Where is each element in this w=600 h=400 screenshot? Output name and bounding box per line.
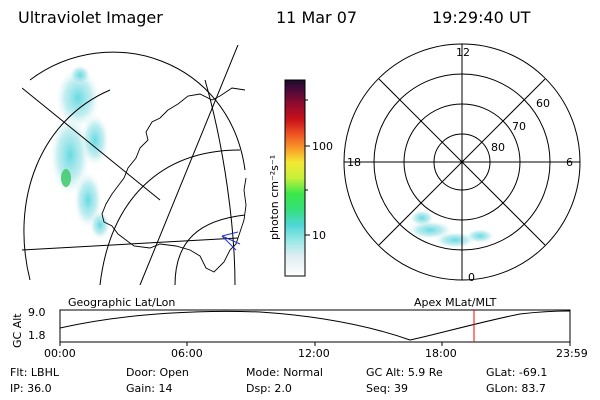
status-glon-label: GLon: <box>486 382 518 395</box>
status-dsp: Dsp: 2.0 <box>246 382 292 395</box>
status-door-value: Open <box>159 366 189 379</box>
status-seq-label: Seq: <box>366 382 391 395</box>
mlt-label-12: 12 <box>456 46 470 59</box>
status-glon: GLon: 83.7 <box>486 382 546 395</box>
map-grid <box>22 45 246 285</box>
status-ip-value: 36.0 <box>27 382 52 395</box>
status-mode-label: Mode: <box>246 366 280 379</box>
colorbar-tick-10: 10 <box>312 229 326 242</box>
mlt-label-0: 0 <box>468 271 475 284</box>
status-gain-label: Gain: <box>126 382 155 395</box>
geographic-map <box>22 45 247 285</box>
status-gain-value: 14 <box>158 382 173 395</box>
pole-marker <box>221 231 241 251</box>
mlt-label-6: 6 <box>566 156 573 169</box>
mlat-label-70: 70 <box>512 120 526 133</box>
status-glat-label: GLat: <box>486 366 516 379</box>
status-glat: GLat: -69.1 <box>486 366 547 379</box>
status-gc-alt: GC Alt: 5.9 Re <box>366 366 443 379</box>
color-bar <box>284 79 310 277</box>
status-door: Door: Open <box>126 366 189 379</box>
timeline-x-tick-0600: 06:00 <box>171 347 203 360</box>
status-filter-value: LBHL <box>30 366 59 379</box>
polar-aurora-emission <box>408 210 494 248</box>
mlt-label-18: 18 <box>347 156 361 169</box>
status-gc-alt-value: 5.9 Re <box>407 366 443 379</box>
timeline-x-tick-1800: 18:00 <box>425 347 457 360</box>
status-dsp-label: Dsp: <box>246 382 271 395</box>
mlat-label-60: 60 <box>536 97 550 110</box>
status-filter: Flt: LBHL <box>10 366 59 379</box>
status-seq-value: 39 <box>393 382 408 395</box>
status-filter-label: Flt: <box>10 366 28 379</box>
mlat-label-80: 80 <box>491 141 505 154</box>
date-label: 11 Mar 07 <box>276 8 358 27</box>
status-mode-value: Normal <box>283 366 323 379</box>
colorbar-units-label: photon cm⁻²s⁻¹ <box>268 154 281 240</box>
timeline-x-tick-0000: 00:00 <box>44 347 76 360</box>
status-ip: IP: 36.0 <box>10 382 52 395</box>
status-seq: Seq: 39 <box>366 382 408 395</box>
status-dsp-value: 2.0 <box>274 382 292 395</box>
instrument-title: Ultraviolet Imager <box>18 8 163 27</box>
apex-caption: Apex MLat/MLT <box>414 296 497 309</box>
status-glat-value: -69.1 <box>518 366 548 379</box>
timeline-x-tick-2359: 23:59 <box>556 347 588 360</box>
map-coastline <box>101 87 247 273</box>
timeline-y-title: GC Alt <box>11 313 24 348</box>
time-label: 19:29:40 UT <box>432 8 531 27</box>
timeline-y-tick-min: 1.8 <box>28 329 46 342</box>
status-door-label: Door: <box>126 366 156 379</box>
status-gc-alt-label: GC Alt: <box>366 366 405 379</box>
colorbar-tick-100: 100 <box>312 140 333 153</box>
status-ip-label: IP: <box>10 382 24 395</box>
status-glon-value: 83.7 <box>521 382 546 395</box>
status-gain: Gain: 14 <box>126 382 173 395</box>
timeline-y-tick-max: 9.0 <box>28 306 46 319</box>
geographic-caption: Geographic Lat/Lon <box>68 296 176 309</box>
altitude-curve <box>59 310 571 341</box>
altitude-timeline <box>59 309 571 346</box>
polar-plot <box>343 43 581 281</box>
status-mode: Mode: Normal <box>246 366 323 379</box>
timeline-x-tick-1200: 12:00 <box>298 347 330 360</box>
